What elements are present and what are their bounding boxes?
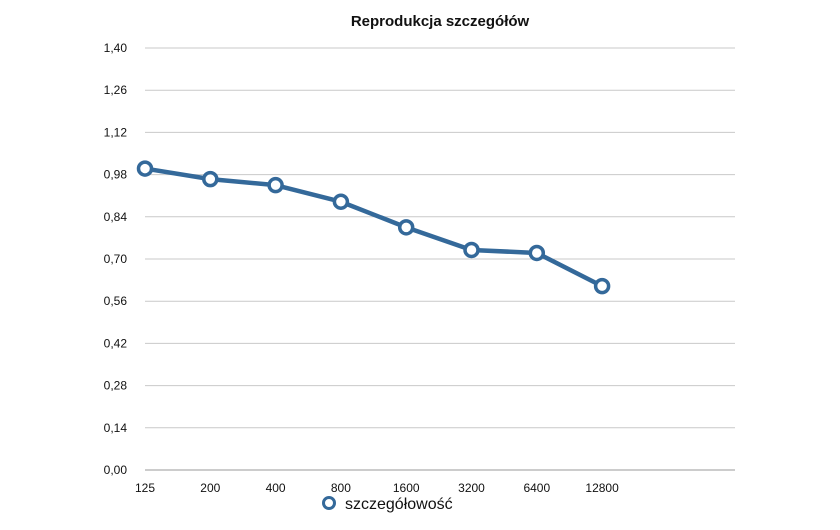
chart-title: Reprodukcja szczegółów <box>351 13 530 30</box>
x-axis-labels: 125 200 400 800 1600 3200 6400 12800 <box>135 481 619 495</box>
y-tick-label: 1,12 <box>104 125 128 139</box>
data-point <box>528 244 546 262</box>
y-tick-label: 0,84 <box>104 210 128 224</box>
y-axis-labels: 0,00 0,14 0,28 0,42 0,56 0,70 0,84 0,98 1,12 1,26… <box>104 41 128 477</box>
data-point <box>463 241 480 259</box>
y-tick-label: 0,14 <box>104 421 128 435</box>
y-tick-label: 1,40 <box>104 41 128 55</box>
y-tick-label: 0,98 <box>104 168 128 182</box>
x-tick-label: 200 <box>200 481 220 495</box>
y-tick-label: 1,26 <box>104 83 128 97</box>
data-point <box>332 193 350 210</box>
data-point <box>593 277 611 295</box>
legend-label-szczegolowosc: szczegółowość <box>345 496 453 513</box>
y-tick-label: 0,56 <box>104 294 128 308</box>
data-point <box>267 176 284 194</box>
x-tick-label: 1600 <box>393 481 420 495</box>
x-tick-label: 12800 <box>585 481 619 495</box>
y-tick-label: 0,28 <box>104 379 128 393</box>
x-tick-label: 3200 <box>458 481 485 495</box>
legend: szczegółowość <box>322 496 453 513</box>
data-point <box>136 160 154 177</box>
data-point <box>397 219 415 236</box>
x-tick-label: 125 <box>135 481 155 495</box>
y-tick-label: 0,42 <box>104 336 128 350</box>
x-tick-label: 800 <box>331 481 351 495</box>
data-point <box>202 170 219 188</box>
x-tick-label: 400 <box>266 481 286 495</box>
x-tick-label: 6400 <box>523 481 550 495</box>
y-tick-label: 0,70 <box>104 252 128 266</box>
grid-lines <box>145 47 735 471</box>
legend-marker <box>322 496 336 510</box>
series-layer <box>136 160 611 295</box>
series-line <box>142 166 605 289</box>
y-tick-label: 0,00 <box>104 463 128 477</box>
